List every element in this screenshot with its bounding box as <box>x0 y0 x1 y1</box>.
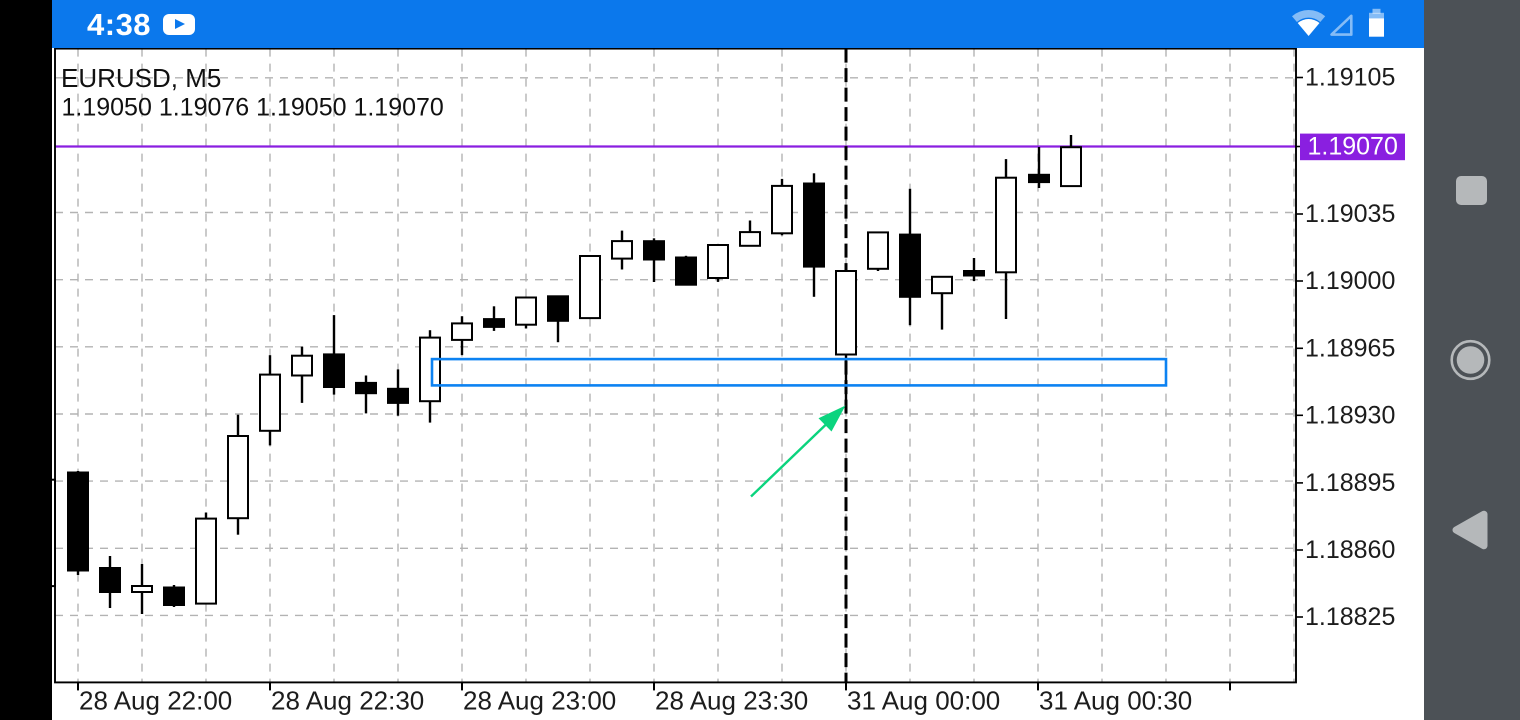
svg-text:31 Aug 00:00: 31 Aug 00:00 <box>847 686 1000 716</box>
svg-text:1.18860: 1.18860 <box>1305 536 1395 564</box>
svg-text:1.18895: 1.18895 <box>1305 469 1395 497</box>
svg-text:1.19050 1.19076 1.19050 1.1907: 1.19050 1.19076 1.19050 1.19070 <box>62 94 444 122</box>
svg-text:1.18965: 1.18965 <box>1305 334 1395 362</box>
svg-text:1.19070: 1.19070 <box>1308 133 1398 161</box>
svg-text:EURUSD, M5: EURUSD, M5 <box>61 63 221 93</box>
svg-text:28 Aug 23:00: 28 Aug 23:00 <box>463 686 616 716</box>
svg-text:1.19000: 1.19000 <box>1305 267 1395 295</box>
svg-text:28 Aug 22:00: 28 Aug 22:00 <box>79 686 232 716</box>
svg-text:31 Aug 00:30: 31 Aug 00:30 <box>1039 686 1192 716</box>
svg-text:28 Aug 23:30: 28 Aug 23:30 <box>655 686 808 716</box>
svg-text:1.19105: 1.19105 <box>1305 64 1395 92</box>
svg-text:1.19035: 1.19035 <box>1305 200 1395 228</box>
svg-text:28 Aug 22:30: 28 Aug 22:30 <box>271 686 424 716</box>
svg-text:1.18930: 1.18930 <box>1305 401 1395 429</box>
svg-text:1.18825: 1.18825 <box>1305 603 1395 631</box>
